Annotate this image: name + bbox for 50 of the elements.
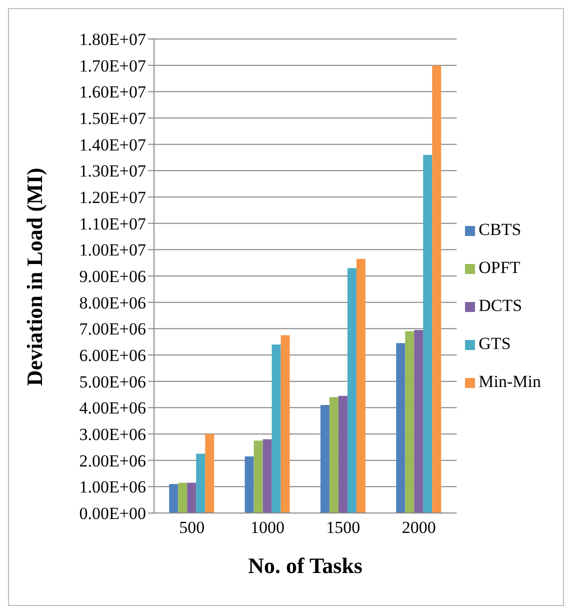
y-axis-title: Deviation in Load (MI)	[22, 168, 47, 386]
bar	[262, 439, 272, 513]
y-tick-label: 8.00E+06	[79, 293, 146, 312]
y-tick-label: 1.50E+07	[79, 109, 146, 128]
y-tick-label: 2.00E+06	[79, 451, 146, 470]
bar	[414, 330, 424, 513]
bar	[347, 268, 356, 513]
y-tick-label: 6.00E+06	[79, 346, 146, 366]
y-tick-label: 5.00E+06	[79, 372, 146, 392]
y-tick-label: 1.00E+07	[79, 240, 146, 260]
bar	[356, 258, 366, 513]
bar	[254, 440, 263, 513]
bar	[196, 454, 206, 513]
bar	[178, 482, 188, 513]
bar	[405, 331, 414, 513]
bar	[432, 65, 442, 513]
y-tick-label: 1.30E+07	[79, 162, 146, 181]
y-tick-label: 4.00E+06	[79, 398, 146, 418]
x-axis-title: No. of Tasks	[248, 553, 363, 578]
x-tick-label: 1000	[250, 518, 284, 538]
y-tick-label: 9.00E+06	[79, 267, 146, 286]
bar	[272, 344, 281, 513]
bar	[396, 343, 406, 513]
legend-label: CBTS	[478, 220, 522, 239]
bar	[169, 484, 178, 513]
bar	[244, 456, 254, 513]
legend-label: OPFT	[478, 258, 520, 277]
y-tick-label: 1.40E+07	[79, 135, 146, 154]
x-tick-label: 1500	[326, 518, 360, 538]
legend-label: Min-Min	[478, 372, 541, 391]
bar	[280, 335, 290, 513]
y-tick-label: 0.00E+00	[79, 504, 146, 524]
bar	[320, 405, 330, 513]
legend-label: DCTS	[478, 296, 522, 315]
bar	[423, 154, 432, 513]
y-tick-label: 1.70E+07	[79, 56, 146, 76]
bar	[187, 482, 196, 513]
y-tick-label: 1.80E+07	[79, 30, 146, 50]
legend-label: GTS	[478, 334, 511, 353]
y-tick-label: 7.00E+06	[79, 320, 146, 339]
x-tick-label: 500	[179, 518, 205, 538]
bar	[338, 396, 348, 513]
y-tick-label: 1.00E+06	[79, 478, 146, 497]
bar	[205, 434, 214, 513]
y-tick-label: 1.60E+07	[79, 82, 146, 102]
y-tick-label: 1.10E+07	[79, 214, 146, 234]
bar	[329, 397, 338, 513]
y-tick-label: 1.20E+07	[79, 188, 146, 208]
x-tick-label: 2000	[402, 518, 436, 538]
y-tick-label: 3.00E+06	[79, 425, 146, 444]
